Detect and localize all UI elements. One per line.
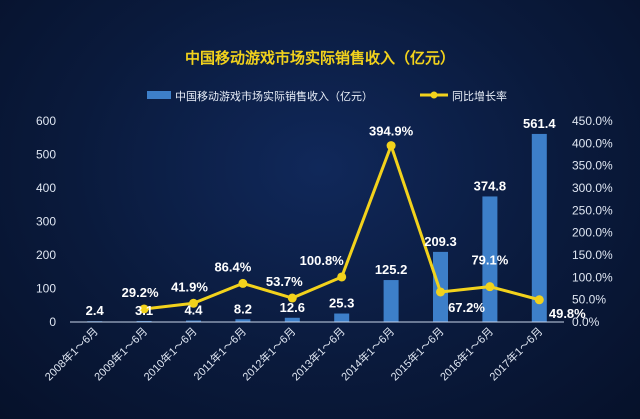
y-tick-label: 200 [36, 248, 56, 262]
y2-tick-label: 400.0% [572, 136, 613, 150]
y-tick-label: 100 [36, 282, 56, 296]
legend-line-label: 同比增长率 [452, 89, 507, 103]
bar-value-label: 12.6 [280, 300, 305, 315]
growth-marker [485, 282, 495, 292]
y-tick-label: 300 [36, 215, 56, 229]
growth-value-label: 53.7% [266, 274, 303, 289]
y2-tick-label: 450.0% [572, 114, 613, 128]
y2-tick-label: 300.0% [572, 181, 613, 195]
y-tick-label: 0 [49, 315, 56, 329]
bar-value-label: 125.2 [375, 262, 408, 277]
legend-bar-swatch [147, 91, 171, 99]
bar-value-label: 3.1 [135, 303, 153, 318]
growth-marker [238, 278, 248, 288]
bar [531, 133, 547, 322]
bar [235, 319, 251, 322]
bar-value-label: 374.8 [474, 178, 507, 193]
growth-marker [436, 287, 445, 297]
y2-tick-label: 200.0% [572, 226, 613, 240]
growth-marker [287, 293, 297, 303]
bar [433, 251, 448, 322]
legend: 中国移动游戏市场实际销售收入（亿元） 同比增长率 [147, 89, 507, 103]
bar [482, 196, 498, 322]
y-tick-label: 600 [36, 114, 56, 128]
y2-tick-label: 50.0% [572, 293, 606, 307]
bar-value-label: 209.3 [424, 234, 457, 249]
bar [284, 317, 300, 322]
growth-marker [337, 272, 347, 282]
bar-value-label: 25.3 [329, 296, 354, 311]
growth-value-label: 79.1% [471, 253, 508, 268]
growth-marker [189, 298, 198, 308]
y-tick-label: 500 [36, 148, 56, 162]
y2-tick-label: 350.0% [572, 159, 613, 173]
growth-value-label: 41.9% [171, 279, 208, 294]
growth-marker [386, 141, 396, 151]
growth-value-label: 100.8% [300, 253, 345, 268]
growth-value-label: 394.9% [369, 124, 414, 139]
legend-bar-label: 中国移动游戏市场实际销售收入（亿元） [175, 89, 373, 103]
growth-value-label: 86.4% [214, 259, 251, 274]
y2-tick-label: 0.0% [572, 315, 600, 329]
y-tick-label: 400 [36, 181, 56, 195]
growth-marker [534, 295, 544, 305]
growth-value-label: 49.8% [549, 306, 586, 321]
growth-value-label: 67.2% [448, 300, 485, 315]
y2-tick-label: 250.0% [572, 203, 613, 217]
bar [383, 280, 399, 322]
bar-value-label: 561.4 [523, 116, 556, 131]
x-tick-label: 2017年1～6月 [486, 324, 545, 383]
y2-tick-label: 150.0% [572, 248, 613, 262]
legend-line-marker [430, 91, 438, 99]
growth-value-label: 29.2% [122, 285, 159, 300]
growth-marker [139, 304, 149, 314]
bar-value-label: 4.4 [184, 303, 203, 318]
bar [334, 313, 350, 322]
bar-value-label: 2.4 [86, 303, 105, 318]
bar [186, 320, 201, 322]
y2-tick-label: 100.0% [572, 270, 613, 284]
chart-title: 中国移动游戏市场实际销售收入（亿元） [185, 49, 455, 67]
bar-value-label: 8.2 [234, 301, 252, 316]
bar [136, 320, 152, 322]
